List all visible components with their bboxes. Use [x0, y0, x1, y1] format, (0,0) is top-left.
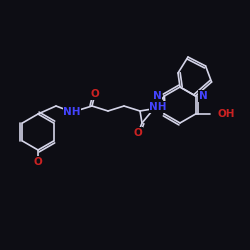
Text: OH: OH	[218, 109, 235, 119]
Text: NH: NH	[63, 107, 81, 117]
Text: O: O	[134, 128, 142, 138]
Text: O: O	[90, 89, 100, 99]
Text: N: N	[198, 91, 207, 101]
Text: O: O	[34, 157, 42, 167]
Text: N: N	[153, 91, 162, 101]
Text: NH: NH	[149, 102, 167, 112]
